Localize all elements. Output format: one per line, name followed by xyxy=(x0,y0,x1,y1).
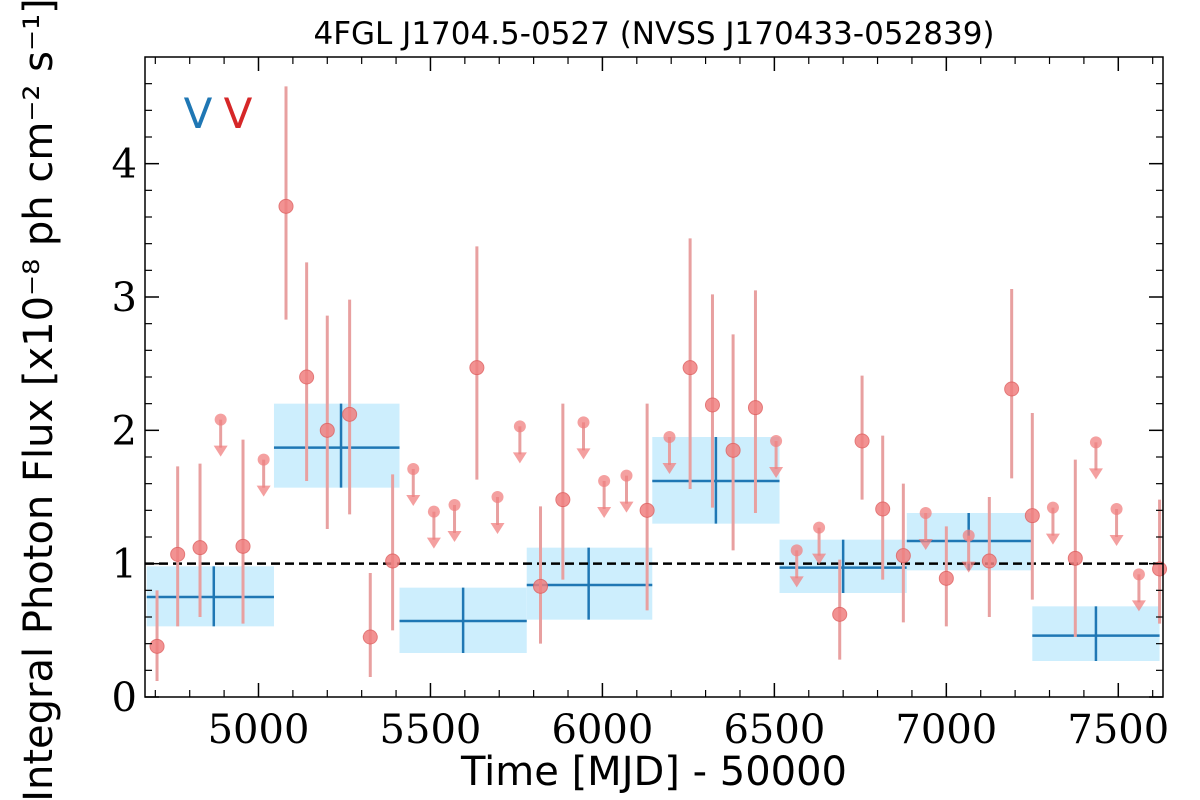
x-tick-label: 7000 xyxy=(895,707,997,753)
upper-limit-arrow xyxy=(1131,600,1146,612)
data-point xyxy=(170,546,186,562)
short-bins-series xyxy=(149,86,1168,681)
data-point xyxy=(149,638,165,654)
data-point xyxy=(725,442,741,458)
upper-limit-point xyxy=(1089,436,1102,449)
x-tick-label: 7500 xyxy=(1067,707,1169,753)
upper-limit-point xyxy=(813,521,826,534)
upper-limit-point xyxy=(407,463,420,475)
y-tick-label: 2 xyxy=(112,408,137,454)
plot-area xyxy=(145,57,1163,697)
upper-limit-point xyxy=(663,431,676,443)
x-tick-label: 5500 xyxy=(380,707,482,753)
x-tick-label: 6000 xyxy=(552,707,654,753)
y-tick-label: 0 xyxy=(112,675,137,721)
data-point xyxy=(342,406,358,422)
y-tick-label: 1 xyxy=(112,542,137,588)
upper-limit-arrow xyxy=(961,561,976,573)
upper-limit-point xyxy=(919,507,932,519)
upper-limit-arrow xyxy=(769,467,784,478)
upper-limit-arrow xyxy=(576,448,591,460)
legend-marker: V xyxy=(224,89,253,138)
data-point xyxy=(981,553,997,569)
upper-limit-arrow xyxy=(1045,533,1060,545)
upper-limit-arrow xyxy=(213,445,228,457)
upper-limit-point xyxy=(214,413,227,426)
upper-limit-arrow xyxy=(619,501,634,513)
x-tick-label: 6500 xyxy=(723,707,825,753)
upper-limit-arrow xyxy=(406,495,421,506)
data-point xyxy=(747,400,763,416)
upper-limit-arrow xyxy=(812,553,827,565)
legend-marker: V xyxy=(184,89,213,138)
data-point xyxy=(854,433,870,449)
upper-limit-point xyxy=(513,420,526,433)
upper-limit-arrow xyxy=(426,537,441,549)
data-point xyxy=(533,578,549,594)
chart-title: 4FGL J1704.5-0527 (NVSS J170433-052839) xyxy=(313,16,994,52)
upper-limit-point xyxy=(448,499,461,511)
upper-limit-arrow xyxy=(512,452,527,464)
data-point xyxy=(192,540,208,556)
data-point xyxy=(1067,550,1083,566)
plot-background xyxy=(145,57,1163,697)
upper-limit-point xyxy=(1132,568,1145,581)
data-point xyxy=(278,198,294,214)
data-point xyxy=(875,501,891,517)
data-point xyxy=(299,369,315,385)
data-point xyxy=(682,360,698,376)
data-point xyxy=(704,397,720,413)
upper-limit-arrow xyxy=(597,507,612,518)
upper-limit-arrow xyxy=(256,485,271,497)
data-point xyxy=(938,570,954,586)
upper-limit-arrow xyxy=(918,539,933,550)
data-point xyxy=(832,606,848,622)
upper-limit-point xyxy=(962,529,975,542)
data-point xyxy=(555,492,571,508)
long-bin-box xyxy=(273,403,400,488)
data-point xyxy=(362,629,378,645)
upper-limit-point xyxy=(790,544,803,557)
upper-limit-arrow xyxy=(662,463,677,474)
data-point xyxy=(639,502,655,518)
x-tick-label: 5000 xyxy=(208,707,310,753)
long-bins-series xyxy=(146,403,1160,661)
data-point xyxy=(1004,381,1020,397)
data-point xyxy=(235,538,251,554)
y-axis-label: Integral Photon Flux [x10⁻⁸ ph cm⁻² s⁻¹] xyxy=(16,0,62,800)
upper-limit-arrow xyxy=(789,576,804,588)
y-tick-label: 4 xyxy=(112,142,137,188)
upper-limit-arrow xyxy=(447,531,462,542)
upper-limit-point xyxy=(1110,503,1123,515)
upper-limit-point xyxy=(257,453,270,466)
data-point xyxy=(469,360,485,376)
x-axis-label: Time [MJD] - 50000 xyxy=(460,749,847,795)
y-tick-label: 3 xyxy=(112,275,137,321)
data-point xyxy=(1024,508,1040,524)
data-point xyxy=(895,548,911,564)
upper-limit-arrow xyxy=(1109,535,1124,546)
upper-limit-point xyxy=(598,475,611,487)
upper-limit-arrow xyxy=(490,523,505,534)
upper-limit-point xyxy=(427,505,440,518)
upper-limit-point xyxy=(491,491,504,503)
data-point xyxy=(319,422,335,438)
upper-limit-point xyxy=(1046,501,1059,514)
upper-limit-point xyxy=(577,416,590,429)
data-point xyxy=(385,553,401,569)
upper-limit-arrow xyxy=(1088,468,1103,480)
upper-limit-point xyxy=(620,469,633,482)
upper-limit-point xyxy=(770,435,783,447)
axis-ticks: 5000 5500 6000 6500 7000 7500 0 1 2 3 4 xyxy=(112,57,1169,753)
